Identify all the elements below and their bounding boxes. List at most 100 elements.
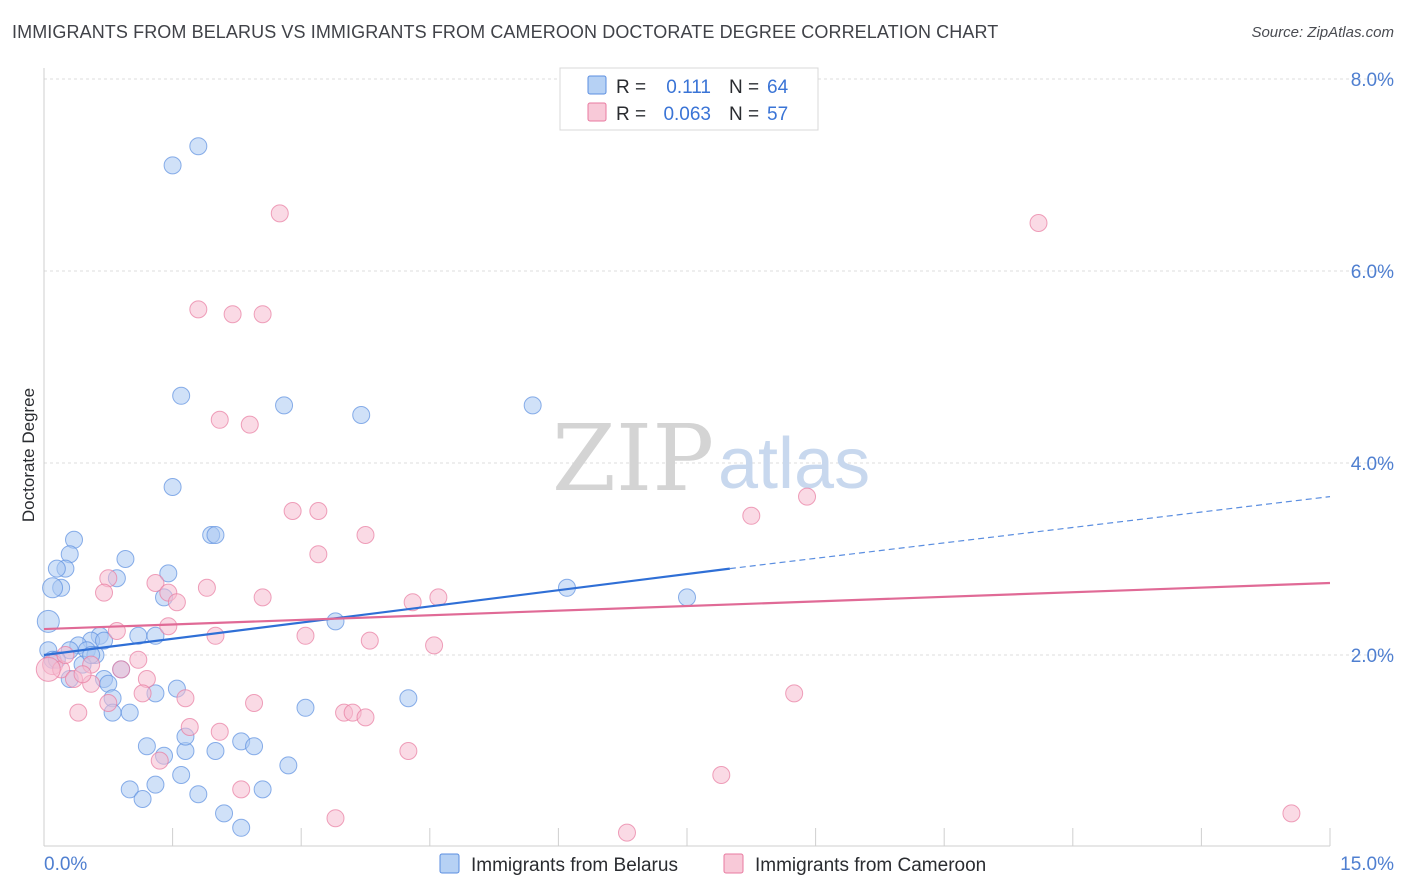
point-cameroon	[99, 694, 118, 712]
top-legend: R = 0.111 N = 64 R = 0.063 N = 57	[559, 67, 819, 131]
point-belarus	[215, 804, 234, 823]
trend-line-cameroon	[43, 581, 1331, 631]
point-belarus	[137, 737, 156, 756]
y-tick-label: 2.0%	[1351, 646, 1394, 667]
point-belarus	[120, 780, 139, 799]
point-belarus	[36, 609, 60, 633]
point-cameroon	[742, 506, 761, 525]
legend-n-value-cameroon: 57	[767, 104, 788, 125]
point-cameroon	[73, 665, 92, 684]
point-cameroon	[429, 588, 448, 607]
point-cameroon	[223, 305, 242, 324]
point-belarus	[399, 689, 418, 708]
point-cameroon	[146, 574, 165, 592]
point-cameroon	[356, 526, 375, 544]
point-belarus	[189, 785, 208, 804]
point-cameroon	[403, 593, 422, 612]
bottom-legend-swatch-belarus	[439, 853, 460, 874]
point-cameroon	[69, 703, 88, 722]
point-cameroon	[232, 780, 251, 799]
point-cameroon	[245, 694, 264, 712]
bottom-legend: Immigrants from Belarus Immigrants from …	[439, 853, 986, 876]
point-cameroon	[253, 305, 272, 324]
point-cameroon	[206, 626, 225, 645]
point-cameroon	[95, 583, 114, 602]
point-cameroon	[253, 588, 272, 607]
point-cameroon	[296, 626, 315, 645]
point-cameroon	[356, 708, 375, 727]
point-belarus	[232, 818, 251, 837]
point-cameroon	[56, 646, 75, 664]
x-tick-label-max: 15.0%	[1340, 854, 1394, 875]
point-belarus	[159, 564, 178, 583]
point-cameroon	[197, 578, 216, 597]
point-belarus	[253, 780, 272, 799]
point-belarus	[523, 396, 542, 415]
legend-swatch-belarus	[587, 75, 607, 95]
point-belarus	[352, 406, 371, 424]
point-cameroon	[189, 300, 208, 319]
point-cameroon	[785, 684, 804, 703]
point-cameroon	[167, 593, 186, 612]
legend-swatch-cameroon	[587, 102, 607, 122]
point-belarus	[146, 775, 165, 794]
gridlines: 2.0% 4.0% 6.0% 8.0%	[44, 70, 1394, 667]
legend-n-value-belarus: 64	[767, 77, 789, 98]
point-belarus	[172, 766, 191, 784]
point-cameroon	[425, 636, 444, 655]
point-belarus	[678, 588, 696, 607]
point-cameroon	[129, 650, 148, 669]
point-belarus	[163, 478, 182, 496]
point-belarus	[163, 156, 182, 175]
legend-n-label-belarus: N =	[729, 77, 759, 98]
point-belarus	[326, 612, 345, 631]
point-belarus	[116, 550, 135, 568]
point-belarus	[172, 386, 191, 405]
point-cameroon	[112, 660, 131, 679]
point-cameroon	[35, 656, 61, 682]
y-tick-label: 8.0%	[1351, 70, 1394, 91]
y-tick-label: 4.0%	[1351, 454, 1394, 475]
data-points	[35, 137, 1301, 842]
legend-r-value-cameroon: 0.063	[663, 104, 711, 125]
legend-r-label-belarus: R =	[616, 77, 646, 98]
point-cameroon	[712, 766, 731, 784]
watermark-atlas: atlas	[718, 424, 870, 504]
y-tick-label: 6.0%	[1351, 262, 1394, 283]
bottom-legend-label-belarus: Immigrants from Belarus	[471, 855, 678, 876]
legend-r-value-belarus: 0.111	[666, 77, 711, 98]
point-cameroon	[159, 617, 178, 636]
point-cameroon	[309, 545, 328, 564]
point-belarus	[275, 396, 294, 415]
source-label: Source: ZipAtlas.com	[1251, 24, 1394, 41]
point-cameroon	[617, 823, 636, 842]
point-cameroon	[150, 751, 169, 770]
point-belarus	[120, 703, 139, 722]
point-cameroon	[133, 684, 152, 703]
point-belarus	[47, 559, 66, 578]
legend-r-label-cameroon: R =	[616, 104, 646, 125]
point-belarus	[133, 790, 152, 808]
axes	[43, 68, 1331, 847]
x-tick-label-min: 0.0%	[44, 854, 87, 875]
point-cameroon	[176, 689, 195, 708]
y-axis-label: Doctorate Degree	[19, 388, 38, 522]
legend-n-label-cameroon: N =	[729, 104, 759, 125]
point-belarus	[189, 137, 208, 156]
point-belarus	[296, 698, 315, 717]
point-cameroon	[180, 718, 199, 736]
point-cameroon	[270, 204, 289, 223]
point-cameroon	[240, 415, 259, 434]
point-cameroon	[309, 502, 328, 520]
watermark-zip: ZIP	[552, 405, 714, 512]
point-belarus	[42, 577, 64, 599]
point-cameroon	[326, 809, 345, 828]
bottom-legend-swatch-cameroon	[723, 853, 744, 874]
point-belarus	[245, 737, 264, 756]
point-belarus	[206, 526, 225, 544]
trend-line-belarus-extension	[729, 496, 1331, 570]
bottom-legend-label-cameroon: Immigrants from Cameroon	[755, 855, 986, 876]
point-belarus	[95, 631, 114, 650]
point-cameroon	[798, 487, 817, 506]
